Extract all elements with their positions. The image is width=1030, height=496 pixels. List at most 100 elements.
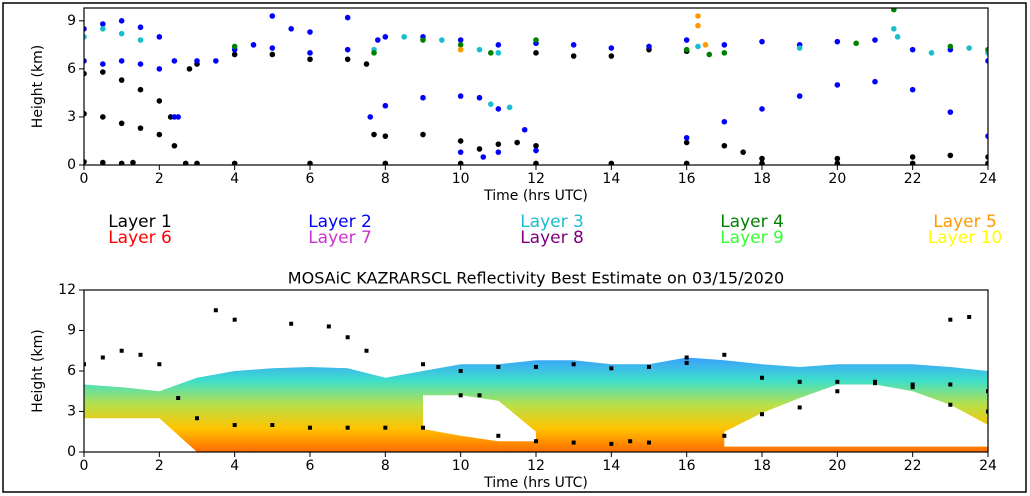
data-point <box>534 364 538 369</box>
data-point <box>495 141 502 147</box>
data-point <box>476 94 483 101</box>
data-point <box>533 50 539 56</box>
legend-label: Layer 4 <box>720 212 784 232</box>
y-axis-label: Height (km) <box>30 329 46 412</box>
x-tick-label: 2 <box>155 458 164 474</box>
data-point <box>985 133 988 139</box>
data-point <box>195 416 199 421</box>
data-point <box>872 37 878 43</box>
legend-label: Layer 5 <box>933 212 997 232</box>
data-point <box>138 352 143 357</box>
data-point <box>84 58 87 64</box>
data-point <box>288 26 294 32</box>
data-point <box>967 315 972 319</box>
data-point <box>571 362 576 367</box>
data-point <box>985 154 988 160</box>
x-tick-label: 14 <box>602 171 620 187</box>
data-point <box>458 393 463 398</box>
data-point <box>382 34 389 40</box>
x-tick-label: 16 <box>678 458 696 474</box>
data-point <box>796 93 803 99</box>
x-tick-label: 20 <box>828 458 846 474</box>
data-point <box>458 369 463 373</box>
data-point <box>759 106 765 112</box>
data-point <box>269 13 276 19</box>
data-point <box>457 42 464 48</box>
data-point <box>646 43 652 50</box>
y-tick-label: 0 <box>67 444 76 460</box>
legend-label: Layer 8 <box>520 228 584 248</box>
data-point <box>835 379 840 384</box>
data-point <box>137 86 144 93</box>
x-axis-label: Time (hrs UTC) <box>483 475 588 491</box>
data-point <box>363 61 370 67</box>
x-tick-label: 22 <box>904 171 922 187</box>
data-point <box>457 93 464 99</box>
data-point <box>797 405 802 410</box>
data-point <box>608 53 615 59</box>
data-point <box>420 37 426 43</box>
data-point <box>834 160 841 165</box>
data-point <box>947 109 954 115</box>
data-point <box>695 22 701 29</box>
data-point <box>721 142 728 149</box>
data-point <box>308 425 312 430</box>
data-point <box>344 56 351 63</box>
data-point <box>130 159 136 165</box>
data-point <box>684 360 689 365</box>
y-tick-label: 6 <box>67 363 76 379</box>
data-point <box>375 37 381 43</box>
data-point <box>84 34 87 40</box>
data-point <box>514 139 520 146</box>
data-point <box>307 160 313 165</box>
data-point <box>118 18 125 24</box>
data-point <box>740 149 746 155</box>
x-tick-label: 22 <box>904 458 922 474</box>
x-tick-label: 24 <box>979 171 997 187</box>
data-point <box>250 42 257 48</box>
legend-label: Layer 9 <box>720 228 784 248</box>
data-point <box>647 440 651 445</box>
data-point <box>100 114 106 120</box>
data-point <box>706 51 713 58</box>
x-tick-label: 12 <box>527 458 545 474</box>
data-point <box>100 26 106 32</box>
data-point <box>986 389 988 394</box>
data-point <box>533 142 539 149</box>
data-point <box>948 382 953 387</box>
data-point <box>344 14 351 21</box>
data-point <box>269 45 276 51</box>
legend-label: Layer 3 <box>520 212 584 232</box>
x-tick-label: 4 <box>230 171 239 187</box>
data-point <box>947 43 954 50</box>
data-point <box>171 114 178 120</box>
axes-frame <box>83 7 989 166</box>
data-point <box>722 433 727 438</box>
data-point <box>476 146 483 152</box>
data-point <box>628 439 633 444</box>
plot-area <box>84 8 988 165</box>
data-point <box>457 160 464 165</box>
data-point <box>119 348 124 353</box>
data-point <box>420 131 426 138</box>
data-point <box>118 120 125 127</box>
chart-title: MOSAiC KAZRARSCL Reflectivity Best Estim… <box>288 269 784 288</box>
data-point <box>307 50 313 56</box>
data-point <box>571 440 576 445</box>
data-point <box>891 8 897 13</box>
y-tick-label: 0 <box>67 157 76 173</box>
y-tick-label: 3 <box>67 404 76 420</box>
data-point <box>684 355 689 360</box>
data-point <box>326 324 331 329</box>
data-point <box>194 160 200 165</box>
data-point <box>457 149 464 155</box>
data-point <box>873 381 877 386</box>
data-point <box>118 58 125 64</box>
data-point <box>100 69 106 75</box>
x-tick-label: 6 <box>306 171 315 187</box>
data-point <box>797 379 802 384</box>
data-point <box>382 160 389 165</box>
x-tick-label: 10 <box>452 458 470 474</box>
legend-label: Layer 7 <box>308 228 372 248</box>
